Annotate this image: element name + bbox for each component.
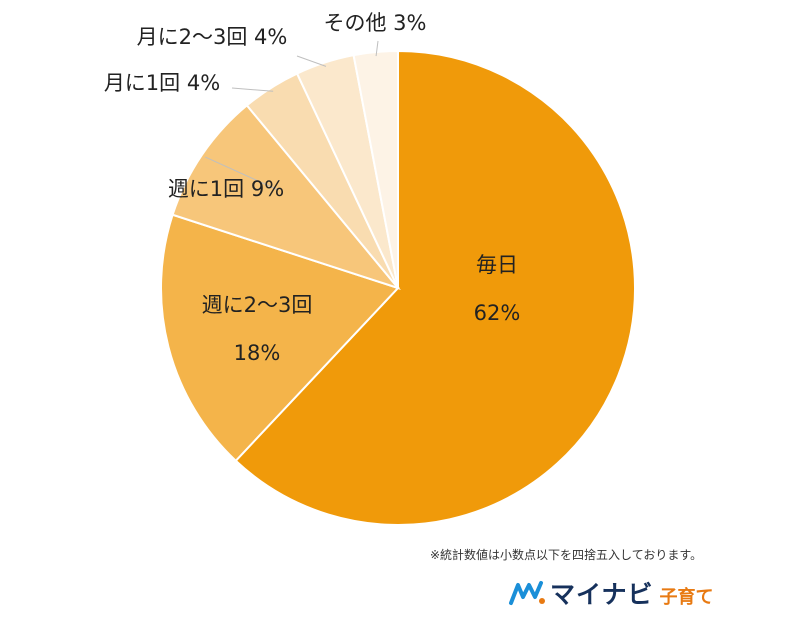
slice-name-label: 週に2〜3回 [202,293,313,317]
brand-sub: 子育て [659,586,714,608]
slice-value-label: 62% [474,301,521,325]
leader-line [231,87,274,92]
slice-name-label: 毎日 [476,253,518,277]
leader-line [296,55,327,67]
pie-slice-1 [160,213,400,463]
brand-logo: マイナビ 子育て [508,576,714,610]
slice-label: 月に1回 4% [104,71,220,95]
slice-label: 週に1回 9% [168,177,284,201]
pie-slice-2 [171,103,401,291]
pie-slice-0 [234,49,636,526]
brand-name: マイナビ [550,580,654,609]
pie-slice-5 [352,49,399,289]
leader-line [205,156,279,191]
slice-label: 月に2〜3回 4% [137,25,288,49]
slice-value-label: 18% [234,341,281,365]
mynavi-logo-icon [509,581,545,605]
leader-line [375,40,379,57]
slice-label: その他 3% [324,11,427,35]
footnote: ※統計数値は小数点以下を四捨五入しております。 [430,548,703,562]
